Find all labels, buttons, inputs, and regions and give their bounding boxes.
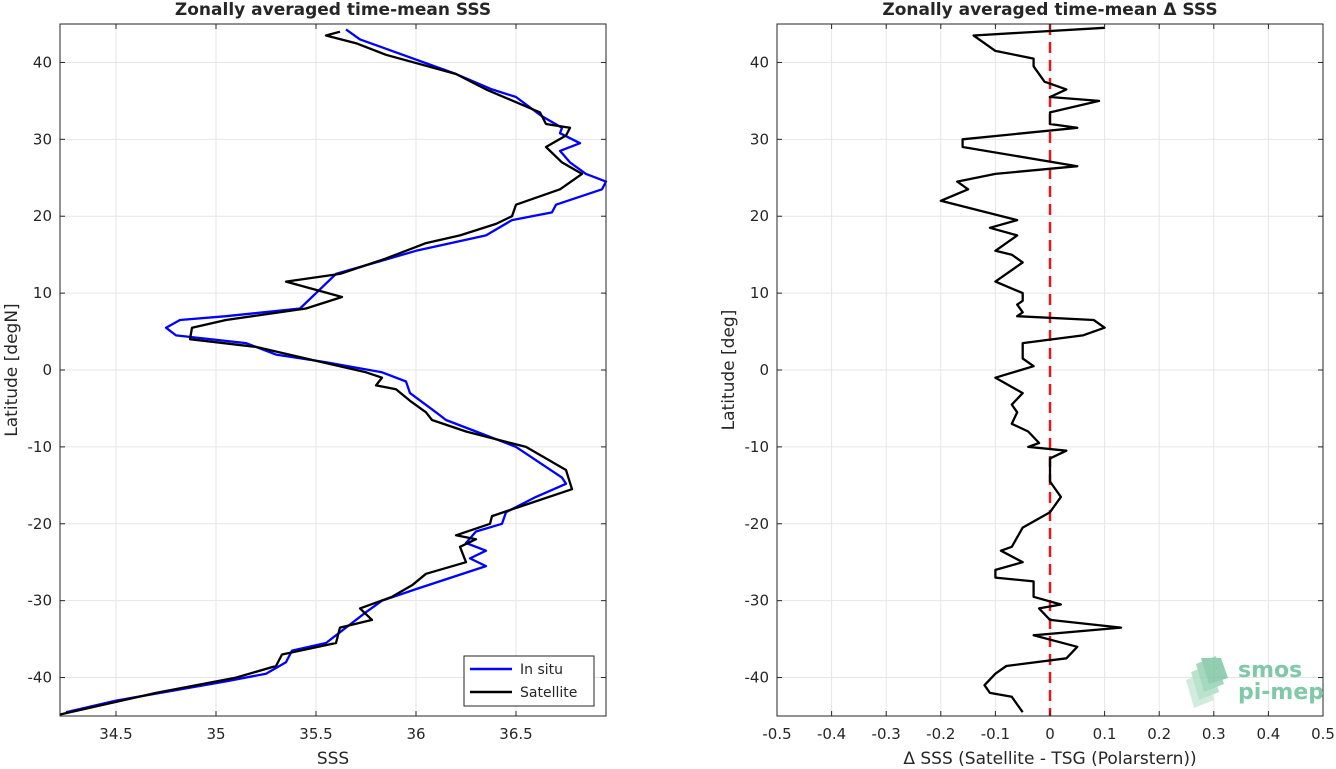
x-axis-label: SSS — [317, 749, 349, 769]
x-tick-label: -0.2 — [926, 725, 955, 743]
y-tick-label: 0 — [42, 361, 52, 379]
y-tick-label: -20 — [28, 515, 53, 533]
logo-stack-icon — [1186, 656, 1228, 708]
y-axis-label: Latitude [deg] — [719, 310, 739, 431]
smos-pi-mep-logo: smos pi-mep — [1186, 656, 1324, 708]
x-tick-label: 35.5 — [299, 725, 332, 743]
x-tick-label: 34.5 — [99, 725, 132, 743]
y-tick-label: 40 — [750, 53, 769, 71]
x-tick-label: -0.1 — [981, 725, 1010, 743]
chart-title: Zonally averaged time-mean SSS — [175, 0, 491, 20]
series-line-in-situ — [65, 28, 608, 714]
y-tick-label: -30 — [28, 592, 53, 610]
y-tick-label: 30 — [33, 130, 52, 148]
x-tick-label: -0.4 — [817, 725, 846, 743]
x-axis-label: Δ SSS (Satellite - TSG (Polarstern)) — [903, 749, 1196, 769]
x-tick-label: 0.5 — [1311, 725, 1335, 743]
grid — [60, 24, 606, 716]
y-tick-label: -10 — [28, 438, 53, 456]
delta-sss-panel: -0.5 -0.4 -0.3 -0.2 -0.1 0 0.1 0.2 0.3 0.4 0.5 -40 -… — [719, 0, 1335, 769]
series-line-delta-sss — [939, 26, 1123, 713]
x-tick-label: -0.5 — [762, 725, 791, 743]
y-tick-label: 10 — [33, 284, 52, 302]
y-tick-label: 10 — [750, 284, 769, 302]
logo-text-line1: smos — [1238, 658, 1302, 683]
x-tick-label: 36 — [406, 725, 425, 743]
chart-title: Zonally averaged time-mean Δ SSS — [882, 0, 1217, 20]
legend-label-in-situ: In situ — [520, 662, 563, 678]
y-tick-label: -30 — [745, 592, 770, 610]
x-tick-label: -0.3 — [872, 725, 901, 743]
y-tick-label: 40 — [33, 53, 52, 71]
x-tick-label: 0.2 — [1147, 725, 1171, 743]
legend-label-satellite: Satellite — [520, 685, 577, 701]
x-tick-label: 0.1 — [1093, 725, 1117, 743]
y-tick-label: 0 — [759, 361, 769, 379]
y-axis-label: Latitude [degN] — [2, 303, 22, 436]
x-tick-label: 35 — [206, 725, 225, 743]
series-line-satellite — [59, 30, 584, 716]
data-lines — [59, 28, 608, 716]
ticks: 34.5 35 35.5 36 36.5 -40 -30 -20 -10 0 10 20 30 40 — [28, 24, 606, 743]
sss-panel: 34.5 35 35.5 36 36.5 -40 -30 -20 -10 0 10 20 30 40 Zo… — [2, 0, 608, 769]
x-tick-label: 0.3 — [1202, 725, 1226, 743]
y-tick-label: 30 — [750, 130, 769, 148]
y-tick-label: 20 — [33, 207, 52, 225]
legend-box — [463, 655, 595, 707]
logo-text-line2: pi-mep — [1238, 680, 1324, 705]
x-tick-label: 0 — [1045, 725, 1055, 743]
y-tick-label: -10 — [745, 438, 770, 456]
ticks: -0.5 -0.4 -0.3 -0.2 -0.1 0 0.1 0.2 0.3 0.4 0.5 -40 -… — [745, 24, 1335, 743]
data-lines — [939, 26, 1123, 713]
x-tick-label: 36.5 — [499, 725, 532, 743]
y-tick-label: -40 — [28, 669, 53, 687]
legend: In situ Satellite — [463, 655, 595, 707]
y-tick-label: -40 — [745, 669, 770, 687]
y-tick-label: -20 — [745, 515, 770, 533]
y-tick-label: 20 — [750, 207, 769, 225]
x-tick-label: 0.4 — [1256, 725, 1280, 743]
